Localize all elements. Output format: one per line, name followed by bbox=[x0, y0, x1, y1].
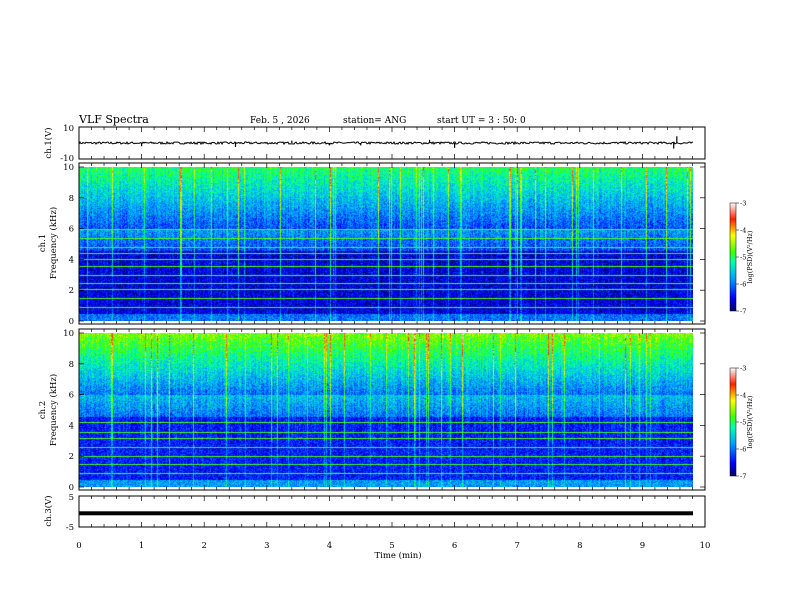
colorbar-tick-label: -5 bbox=[740, 254, 746, 262]
x-tick-label: 7 bbox=[514, 541, 519, 551]
x-tick-label: 2 bbox=[201, 541, 206, 551]
x-axis-label: Time (min) bbox=[374, 550, 421, 561]
y-tick-label: 6 bbox=[69, 225, 74, 235]
x-axis-tick-labels: 0 1 2 3 4 5 6 7 8 9 10 bbox=[76, 541, 710, 551]
y-tick-label: 0 bbox=[69, 317, 74, 327]
ch2-spectrogram-image bbox=[79, 333, 693, 487]
y-tick-label: 4 bbox=[69, 421, 74, 431]
ch1-xticks bbox=[78, 127, 706, 159]
colorbar-tick-label: -7 bbox=[740, 308, 746, 316]
colorbar-tick-label: -3 bbox=[740, 365, 746, 373]
ch2-colorbar-label: log(PSD)(V²/Hz) bbox=[746, 395, 754, 448]
colorbar-tick-label: -5 bbox=[740, 419, 746, 427]
x-tick-label: 6 bbox=[452, 541, 457, 551]
x-tick-label: 4 bbox=[327, 541, 332, 551]
colorbar-tick-label: -4 bbox=[740, 227, 746, 235]
ch3-xticks bbox=[78, 496, 706, 527]
ch1-trace bbox=[78, 140, 694, 146]
ch2-colorbar bbox=[729, 367, 737, 477]
colorbar-tick-label: -6 bbox=[740, 281, 746, 289]
x-tick-label: 3 bbox=[264, 541, 269, 551]
x-tick-label: 10 bbox=[700, 541, 711, 551]
x-tick-label: 5 bbox=[389, 541, 394, 551]
ch3-ylabel: ch.3(V) bbox=[43, 495, 54, 526]
x-tick-label: 9 bbox=[640, 541, 645, 551]
chart-title: VLF Spectra bbox=[78, 113, 149, 126]
colorbar-tick-label: -3 bbox=[740, 200, 746, 208]
ch1-colorbar bbox=[729, 202, 737, 312]
ch2-spectrogram-yticks: 0 2 4 6 8 10 bbox=[63, 329, 705, 493]
colorbar-tick-label: -7 bbox=[740, 473, 746, 481]
colorbar-tick-label: -4 bbox=[740, 392, 746, 400]
y-tick-label: 4 bbox=[69, 255, 74, 265]
ch1-ytick-top: 10 bbox=[63, 124, 74, 134]
y-tick-label: 10 bbox=[63, 163, 74, 173]
x-tick-label: 1 bbox=[139, 541, 144, 551]
ch3-ytick-bottom: -5 bbox=[66, 523, 74, 533]
y-tick-label: 8 bbox=[69, 194, 74, 204]
ch1-ylabel: ch.1(V) bbox=[43, 127, 54, 158]
ch2-spectrogram-xticks bbox=[78, 329, 706, 490]
ch1-ylabel-channel: ch.1 bbox=[38, 234, 48, 252]
ch1-spectrogram-image bbox=[79, 167, 693, 321]
ch1-waveform-panel: 10 -10 ch.1(V) bbox=[43, 124, 706, 164]
ch3-trace bbox=[79, 511, 693, 516]
x-tick-label: 8 bbox=[577, 541, 582, 551]
ch1-ylabel-frequency: Frequency (kHz) bbox=[48, 207, 59, 279]
ch1-spectrogram-yticks: 0 2 4 6 8 10 bbox=[63, 163, 705, 327]
ch2-ylabel-frequency: Frequency (kHz) bbox=[48, 374, 59, 446]
colorbar-tick-label: -6 bbox=[740, 446, 746, 454]
ch3-ytick-top: 5 bbox=[69, 493, 74, 503]
y-tick-label: 6 bbox=[69, 391, 74, 401]
date-label: Feb. 5 , 2026 bbox=[250, 116, 310, 126]
x-tick-label: 0 bbox=[76, 541, 81, 551]
y-tick-label: 2 bbox=[69, 286, 74, 296]
station-label: station= ANG bbox=[343, 116, 406, 126]
ch1-spikes bbox=[141, 136, 678, 149]
ch2-colorbar-ticks: -3 -4 -5 -6 -7 bbox=[736, 365, 746, 481]
y-tick-label: 2 bbox=[69, 452, 74, 462]
ch1-ytick-bottom: -10 bbox=[60, 154, 74, 164]
y-tick-label: 10 bbox=[63, 329, 74, 339]
ch3-waveform-panel: 5 -5 ch.3(V) bbox=[43, 493, 706, 533]
start-time-label: start UT = 3 : 50: 0 bbox=[437, 116, 526, 126]
ch2-ylabel-channel: ch.2 bbox=[38, 401, 48, 419]
y-tick-label: 8 bbox=[69, 360, 74, 370]
ch1-colorbar-ticks: -3 -4 -5 -6 -7 bbox=[736, 200, 746, 316]
ch1-colorbar-label: log(PSD)(V²/Hz) bbox=[746, 230, 754, 283]
y-tick-label: 0 bbox=[69, 483, 74, 493]
